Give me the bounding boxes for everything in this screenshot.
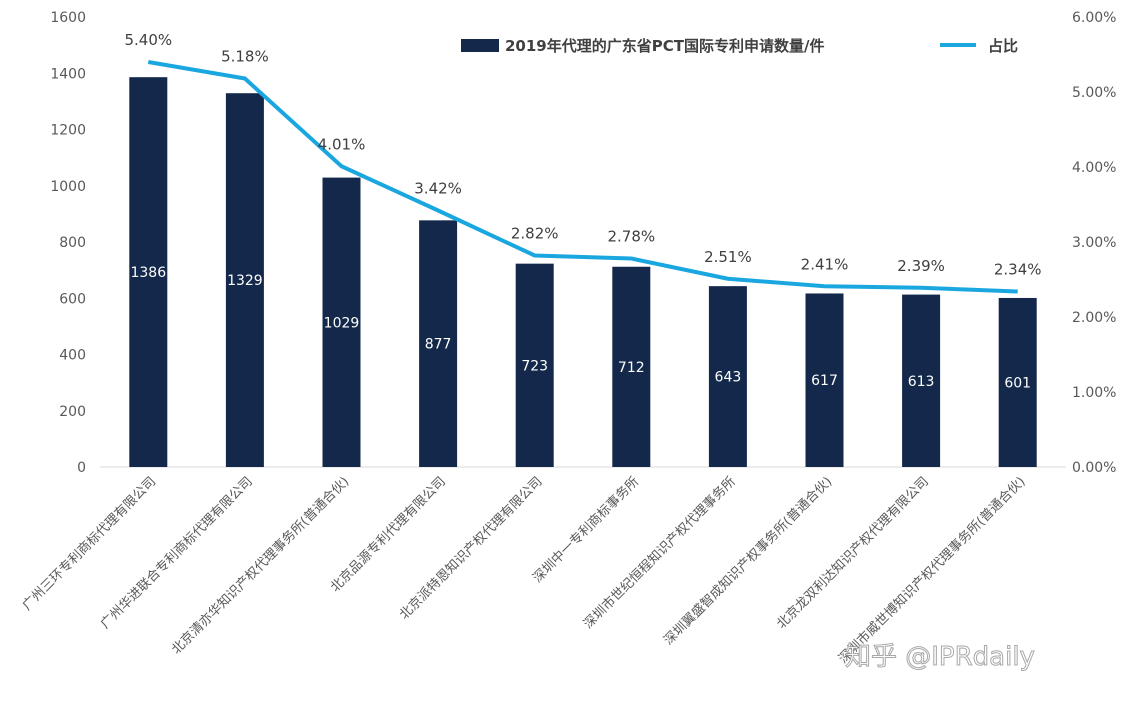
x-tick-label: 深圳市威世博知识产权代理事务所(普通合伙) bbox=[835, 474, 1028, 667]
line-data-label: 2.82% bbox=[511, 225, 559, 243]
left-axis: 0 200 400 600 800 1000 1200 1400 1600 bbox=[50, 10, 86, 476]
line-data-label: 2.34% bbox=[994, 261, 1042, 279]
y2-tick-label: 4.00% bbox=[1072, 160, 1116, 176]
line-data-label: 2.51% bbox=[704, 248, 752, 266]
y2-tick-label: 3.00% bbox=[1072, 235, 1116, 251]
y-tick-label: 600 bbox=[59, 291, 86, 307]
y2-tick-label: 1.00% bbox=[1072, 385, 1116, 401]
line-data-label: 3.42% bbox=[414, 180, 462, 198]
line-data-label: 2.39% bbox=[897, 257, 945, 275]
bar bbox=[612, 266, 651, 467]
y-tick-label: 200 bbox=[59, 404, 86, 420]
y-tick-label: 400 bbox=[59, 348, 86, 364]
bar bbox=[902, 294, 941, 467]
x-tick-label: 北京清亦华知识产权代理事务所(普通合伙) bbox=[168, 474, 352, 658]
line-data-label: 4.01% bbox=[318, 135, 366, 153]
bar bbox=[225, 93, 264, 467]
bar-data-label: 601 bbox=[1004, 375, 1031, 391]
line-data-label: 5.40% bbox=[124, 31, 172, 49]
y-tick-label: 1200 bbox=[50, 123, 86, 139]
bars: 1386 1329 1029 877 723 712 643 617 613 601 bbox=[129, 77, 1037, 467]
y-tick-label: 800 bbox=[59, 235, 86, 251]
legend-label-bar: 2019年代理的广东省PCT国际专利申请数量/件 bbox=[505, 37, 824, 55]
y-tick-label: 1400 bbox=[50, 66, 86, 82]
legend: 2019年代理的广东省PCT国际专利申请数量/件 占比 bbox=[461, 37, 1018, 55]
bar-data-label: 1386 bbox=[130, 265, 166, 281]
bar-data-label: 613 bbox=[908, 374, 935, 390]
legend-swatch-bar bbox=[461, 39, 499, 52]
x-tick-label: 北京龙双利达知识产权代理有限公司 bbox=[774, 474, 932, 632]
bar bbox=[998, 297, 1037, 467]
y2-tick-label: 2.00% bbox=[1072, 310, 1116, 326]
x-tick-label: 深圳市世纪恒程知识产权代理事务所 bbox=[580, 474, 738, 632]
line-data-label: 5.18% bbox=[221, 48, 269, 66]
bar-data-label: 877 bbox=[425, 337, 452, 353]
legend-label-line: 占比 bbox=[988, 37, 1018, 55]
y-tick-label: 1000 bbox=[50, 179, 86, 195]
bar-data-label: 617 bbox=[811, 373, 838, 389]
bar bbox=[322, 177, 361, 467]
bar bbox=[805, 293, 844, 467]
bar-data-label: 712 bbox=[618, 360, 645, 376]
category-labels: 广州三环专利商标代理有限公司广州华进联合专利商标代理有限公司北京清亦华知识产权代… bbox=[20, 474, 1029, 667]
y2-tick-label: 5.00% bbox=[1072, 85, 1116, 101]
bar bbox=[419, 220, 458, 467]
line-data-label: 2.78% bbox=[607, 228, 655, 246]
ratio-series-line bbox=[147, 60, 1018, 294]
x-tick-label: 深圳翼盛智成知识产权事务所(普通合伙) bbox=[661, 474, 836, 649]
x-tick-label: 深圳中一专利商标事务所 bbox=[530, 474, 642, 586]
bar-data-label: 1029 bbox=[324, 315, 360, 331]
y2-tick-label: 0.00% bbox=[1072, 460, 1116, 476]
x-tick-label: 广州华进联合专利商标代理有限公司 bbox=[98, 474, 256, 632]
line-data-label: 2.41% bbox=[801, 255, 849, 273]
bar-data-label: 723 bbox=[521, 358, 548, 374]
right-axis: 0.00% 1.00% 2.00% 3.00% 4.00% 5.00% 6.00% bbox=[1072, 10, 1116, 476]
bar-data-label: 643 bbox=[715, 370, 742, 386]
bar bbox=[515, 263, 554, 467]
y-tick-label: 0 bbox=[77, 460, 86, 476]
bar bbox=[708, 286, 747, 467]
y2-tick-label: 6.00% bbox=[1072, 10, 1116, 26]
watermark: 知乎 @IPRdaily bbox=[845, 642, 1035, 672]
y-tick-label: 1600 bbox=[50, 10, 86, 26]
bar-data-label: 1329 bbox=[227, 273, 263, 289]
bar bbox=[129, 77, 168, 467]
ratio-line: 5.40% 5.18% 4.01% 3.42% 2.82% 2.78% 2.51% 2.41%… bbox=[124, 31, 1042, 294]
